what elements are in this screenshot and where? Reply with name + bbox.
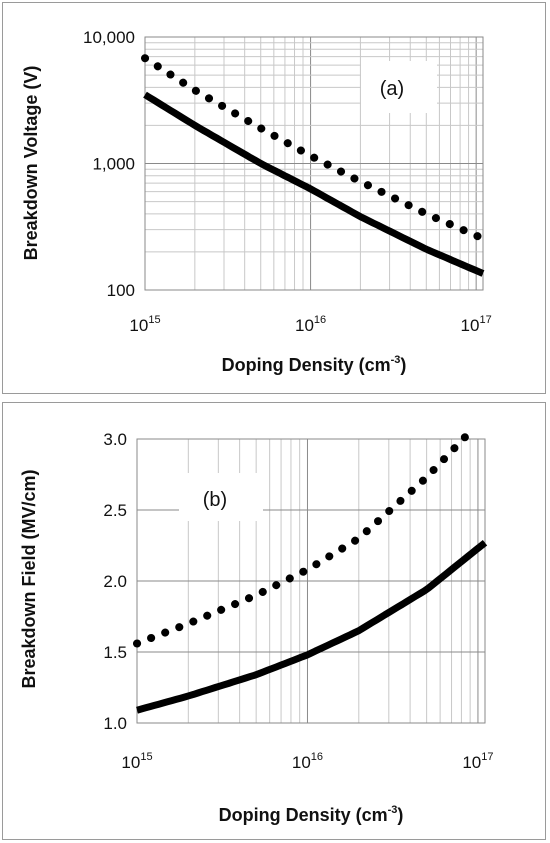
series-dotted-line (141, 54, 487, 243)
panel-label-box (361, 61, 437, 113)
panel-label-box (179, 473, 263, 521)
y-tick-label: 100 (107, 281, 135, 300)
x-tick-label: 1017 (462, 751, 493, 772)
plot-frame (136, 438, 486, 724)
x-axis-title: Doping Density (cm-3) (222, 354, 407, 375)
y-axis-title: Breakdown Field (MV/cm) (19, 469, 39, 688)
chart-panel-a: (a) 100 1,000 10,000 1015 1016 1017 Breakdown V… (2, 2, 546, 394)
y-axis-title: Breakdown Voltage (V) (21, 66, 41, 261)
y-tick-label: 3.0 (103, 430, 127, 449)
panel-label: (a) (380, 78, 404, 100)
y-tick-label: 1,000 (92, 155, 135, 174)
y-tick-label: 1.0 (103, 714, 127, 733)
panel-label: (b) (203, 489, 227, 511)
x-tick-label: 1017 (461, 314, 492, 335)
y-tick-label: 10,000 (83, 28, 135, 47)
x-axis-title: Doping Density (cm-3) (219, 804, 404, 825)
series-solid-line (136, 539, 488, 714)
y-tick-label: 2.5 (103, 501, 127, 520)
chart-a-svg: (a) 100 1,000 10,000 1015 1016 1017 Breakdown V… (21, 28, 492, 375)
y-tick-label: 2.0 (103, 572, 127, 591)
series-dotted-line (133, 432, 470, 648)
x-tick-label: 1015 (121, 751, 152, 772)
x-tick-label: 1016 (295, 314, 326, 335)
x-tick-label: 1016 (292, 751, 323, 772)
plot-frame (144, 36, 484, 291)
x-tick-label: 1015 (129, 314, 160, 335)
series-solid-line (143, 91, 485, 277)
y-tick-label: 1.5 (103, 643, 127, 662)
chart-panel-b: (b) 1.0 1.5 2.0 2.5 3.0 1015 1016 1017 Breakdown … (2, 402, 546, 840)
chart-b-svg: (b) 1.0 1.5 2.0 2.5 3.0 1015 1016 1017 Breakdown … (19, 430, 494, 825)
